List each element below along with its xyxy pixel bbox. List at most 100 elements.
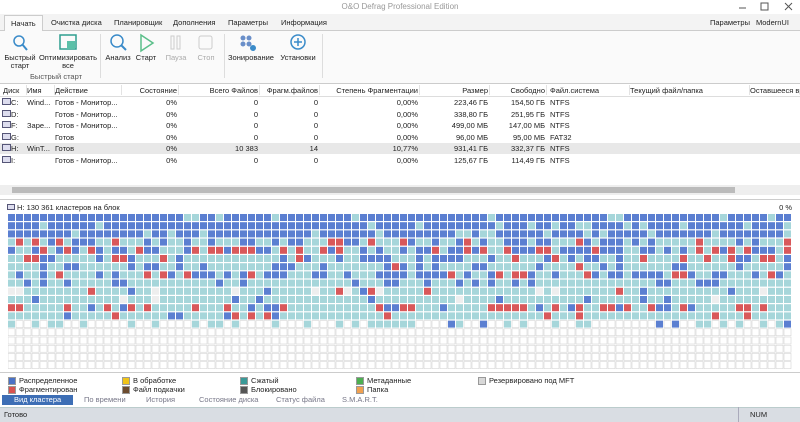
column-header[interactable]: Всего Файлов <box>209 86 258 95</box>
table-row[interactable] <box>0 143 800 155</box>
top-right-menu[interactable]: Параметры <box>710 18 750 27</box>
cluster-block <box>535 344 544 353</box>
cluster-block <box>423 328 432 337</box>
cluster-block <box>160 271 167 279</box>
column-header[interactable]: Оставшееся вр <box>750 86 800 95</box>
cluster-block <box>744 287 751 295</box>
ribbon-button[interactable]: Анализ <box>105 53 131 62</box>
cluster-block <box>184 214 191 221</box>
ribbon-icon[interactable] <box>238 33 258 55</box>
ribbon-icon[interactable] <box>288 33 308 55</box>
cluster-block <box>616 222 623 230</box>
column-header[interactable]: Текущий файл/папка <box>630 86 703 95</box>
cluster-block <box>728 214 735 221</box>
legend-label: Резервировано под MFT <box>489 376 575 385</box>
cluster-block <box>304 230 311 238</box>
cluster-block <box>672 320 679 328</box>
table-cell: 338,80 ГБ <box>453 109 488 119</box>
cluster-block <box>639 353 648 361</box>
ribbon-button[interactable]: Пауза <box>165 53 187 62</box>
bottom-tab[interactable]: Вид кластера <box>2 395 74 405</box>
cluster-block <box>752 214 759 221</box>
column-header[interactable]: Имя <box>27 86 42 95</box>
ribbon-button[interactable]: Зонирование <box>228 53 274 62</box>
cluster-block <box>112 246 119 254</box>
cluster-block <box>647 328 656 337</box>
cluster-block <box>103 353 112 361</box>
tab[interactable]: Очистка диска <box>51 18 102 27</box>
cluster-block <box>144 238 151 246</box>
tab[interactable]: Информация <box>281 18 327 27</box>
column-header[interactable]: Свободно <box>510 86 545 95</box>
tab[interactable]: Планировщик <box>114 18 163 27</box>
window-controls[interactable] <box>735 1 797 13</box>
cluster-block <box>448 304 455 312</box>
cluster-block <box>712 255 719 262</box>
cluster-block <box>248 312 255 320</box>
scrollbar-thumb[interactable] <box>12 187 735 193</box>
column-header[interactable]: Файл.система <box>550 86 600 95</box>
cluster-block <box>384 304 391 312</box>
bottom-tab[interactable]: По времени <box>84 395 126 404</box>
ribbon-button[interactable]: Установки <box>280 53 316 62</box>
cluster-block <box>96 255 103 262</box>
ribbon-icon[interactable] <box>10 33 30 55</box>
cluster-block <box>408 279 415 287</box>
table-cell: I: <box>11 156 16 165</box>
cluster-block <box>415 361 424 369</box>
cluster-block <box>520 214 527 221</box>
tab[interactable]: Параметры <box>228 18 268 27</box>
cluster-block <box>456 255 463 262</box>
cluster-block <box>592 296 599 303</box>
column-header[interactable]: Состояние <box>139 86 177 95</box>
ribbon-button[interactable]: Быстрый старт <box>4 53 36 70</box>
table-header <box>0 84 800 97</box>
column-header[interactable]: Действие <box>55 86 88 95</box>
column-header[interactable]: Степень Фрагментации <box>336 86 418 95</box>
cluster-block <box>255 344 264 353</box>
cluster-block <box>119 361 128 369</box>
bottom-tab[interactable]: История <box>146 395 176 404</box>
cluster-block <box>408 320 415 328</box>
column-header[interactable]: Размер <box>462 86 488 95</box>
cluster-block <box>56 214 63 221</box>
ribbon-button[interactable]: Стоп <box>197 53 215 62</box>
cluster-block <box>544 222 551 230</box>
tab[interactable]: Дополнения <box>173 18 216 27</box>
ribbon-button[interactable]: Старт <box>135 53 157 62</box>
cluster-block <box>143 344 152 353</box>
cluster-block <box>311 361 320 369</box>
cluster-block <box>440 222 447 230</box>
table-cell: 0,00% <box>396 98 418 107</box>
top-right-menu[interactable]: ModernUI <box>756 18 789 27</box>
cluster-block <box>607 336 616 345</box>
cluster-block <box>8 328 16 337</box>
scrollbar[interactable] <box>0 185 800 195</box>
cluster-block <box>136 312 143 320</box>
cluster-block <box>632 230 639 238</box>
cluster-block <box>88 238 95 246</box>
cluster-block <box>152 222 159 230</box>
cluster-block <box>376 287 383 295</box>
cluster-block <box>760 230 767 238</box>
ribbon-icon[interactable] <box>108 33 128 55</box>
cluster-block <box>727 361 736 369</box>
cluster-block <box>376 222 383 230</box>
cluster-block <box>216 214 223 221</box>
cluster-block <box>544 296 551 303</box>
cluster-block <box>608 230 615 238</box>
ribbon-icon[interactable] <box>58 33 78 55</box>
cluster-block <box>535 336 544 345</box>
column-header[interactable]: Диск <box>3 86 20 95</box>
bottom-tab[interactable]: Статус файла <box>276 395 325 404</box>
cluster-block <box>312 246 319 254</box>
cluster-block <box>623 353 632 361</box>
bottom-tab[interactable]: S.M.A.R.T. <box>342 395 378 404</box>
cluster-block <box>504 238 511 246</box>
tab[interactable]: Начать <box>4 15 43 31</box>
bottom-tab[interactable]: Состояние диска <box>199 395 259 404</box>
cluster-block <box>511 328 520 337</box>
column-header[interactable]: Фрагм.файлов <box>266 86 318 95</box>
ribbon-icon[interactable] <box>136 33 156 55</box>
ribbon-button[interactable]: Оптимизировать все <box>38 53 98 70</box>
